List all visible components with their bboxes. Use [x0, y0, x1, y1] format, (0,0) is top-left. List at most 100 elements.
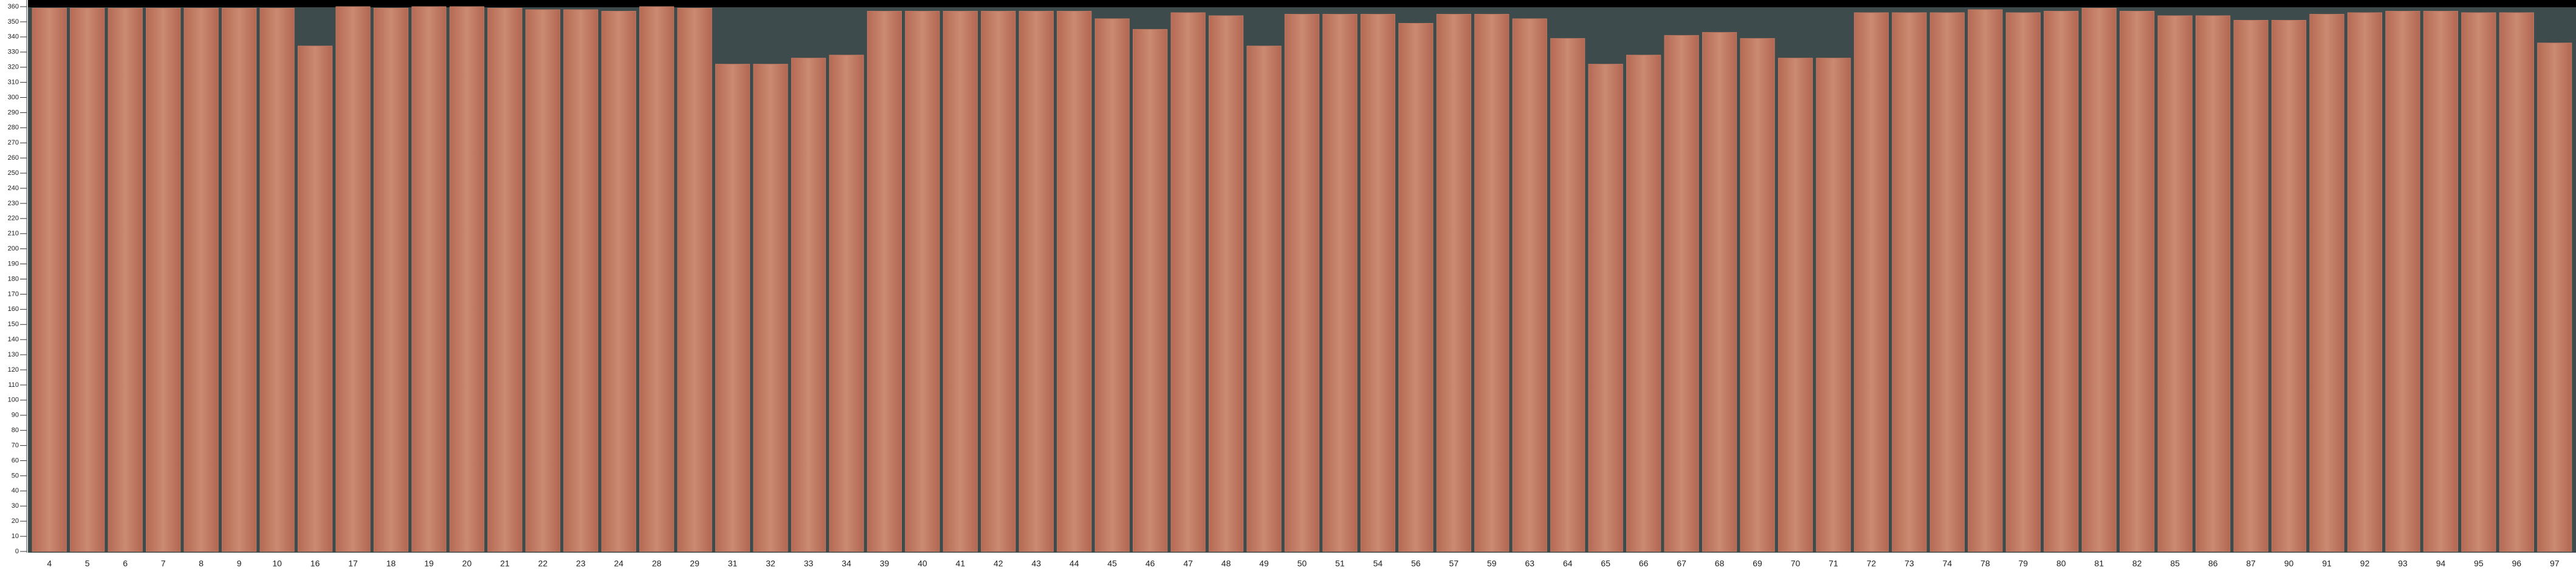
core-strip: [2537, 43, 2572, 552]
y-tick-label: 210: [8, 230, 19, 237]
x-tick-label: 90: [2284, 559, 2294, 568]
x-tick-label: 24: [614, 559, 623, 568]
x-tick-label: 71: [1829, 559, 1838, 568]
x-tick-label: 47: [1183, 559, 1193, 568]
core-strip: [1094, 18, 1130, 552]
core-strip: [1246, 46, 1282, 552]
x-tick-label: 74: [1943, 559, 1953, 568]
y-tick-label: 0: [15, 548, 19, 555]
y-tick-label: 40: [12, 487, 19, 494]
core-strip: [715, 64, 750, 552]
y-tick-label: 240: [8, 185, 19, 192]
x-tick-label: 56: [1411, 559, 1421, 568]
y-tick-label: 220: [8, 215, 19, 222]
x-tick-label: 21: [500, 559, 510, 568]
core-strip: [70, 7, 105, 552]
x-tick-label: 78: [1980, 559, 1990, 568]
core-strip: [2309, 13, 2344, 552]
y-tick-label: 170: [8, 290, 19, 298]
y-tick-label: 230: [8, 200, 19, 207]
core-strip: [1626, 55, 1661, 552]
core-strip: [2271, 19, 2307, 552]
core-strip: [2044, 10, 2079, 552]
core-strip: [1057, 10, 1092, 552]
x-tick-label: 31: [728, 559, 738, 568]
x-tick-label: 43: [1031, 559, 1041, 568]
core-strip: [1018, 10, 1054, 552]
x-tick-label: 85: [2170, 559, 2180, 568]
core-strip: [2233, 19, 2269, 552]
y-tick-label: 350: [8, 18, 19, 26]
core-strip: [601, 10, 636, 552]
core-strip: [867, 10, 902, 552]
y-tick-label: 250: [8, 169, 19, 177]
x-tick-label: 17: [348, 559, 358, 568]
x-tick-label: 93: [2398, 559, 2408, 568]
x-tick-label: 10: [272, 559, 282, 568]
core-strip: [146, 7, 181, 552]
x-tick-label: 65: [1601, 559, 1610, 568]
x-tick-label: 9: [237, 559, 242, 568]
y-tick-label: 260: [8, 154, 19, 162]
y-tick-label: 320: [8, 64, 19, 71]
core-strip: [2423, 10, 2458, 552]
core-strip: [1208, 15, 1244, 552]
y-tick-label: 200: [8, 245, 19, 253]
x-tick-label: 67: [1677, 559, 1686, 568]
core-strip: [2157, 15, 2193, 552]
core-strip: [2499, 12, 2534, 552]
x-tick-label: 50: [1297, 559, 1307, 568]
y-tick-label: 10: [12, 533, 19, 540]
x-tick-label: 42: [994, 559, 1003, 568]
y-tick-label: 160: [8, 305, 19, 313]
x-tick-label: 39: [880, 559, 890, 568]
x-tick-label: 49: [1259, 559, 1269, 568]
y-tick-label: 330: [8, 49, 19, 56]
y-tick-label: 60: [12, 457, 19, 464]
core-strip: [1892, 12, 1927, 552]
core-strip: [2385, 10, 2420, 552]
core-strip: [943, 10, 978, 552]
core-strip: [791, 58, 826, 552]
y-tick-label: 270: [8, 139, 19, 146]
x-tick-label: 32: [766, 559, 775, 568]
x-tick-label: 86: [2208, 559, 2218, 568]
core-strip: [1133, 29, 1168, 552]
y-tick-label: 290: [8, 109, 19, 116]
x-tick-label: 66: [1639, 559, 1649, 568]
core-strip: [2120, 10, 2155, 552]
x-tick-label: 59: [1487, 559, 1497, 568]
core-strip: [2195, 15, 2231, 552]
core-strip: [563, 9, 599, 552]
x-tick-label: 96: [2512, 559, 2522, 568]
y-tick-label: 340: [8, 33, 19, 41]
x-tick-label: 4: [47, 559, 52, 568]
core-strip: [1968, 9, 2003, 552]
core-strip: [1322, 13, 1358, 552]
core-strip: [829, 55, 864, 552]
y-tick-label: 30: [12, 502, 19, 510]
core-strip: [411, 6, 447, 552]
x-tick-label: 41: [956, 559, 966, 568]
core-strip: [753, 64, 788, 552]
x-tick-label: 6: [123, 559, 128, 568]
x-tick-label: 97: [2550, 559, 2560, 568]
core-strip: [1284, 13, 1320, 552]
x-tick-label: 40: [918, 559, 927, 568]
x-tick-label: 51: [1335, 559, 1345, 568]
x-tick-label: 81: [2094, 559, 2104, 568]
y-tick-label: 130: [8, 351, 19, 358]
x-tick-label: 68: [1715, 559, 1725, 568]
core-strip: [677, 7, 712, 552]
core-strip: [449, 6, 484, 552]
x-tick-label: 48: [1221, 559, 1231, 568]
x-tick-label: 91: [2322, 559, 2332, 568]
core-strip: [1550, 38, 1585, 552]
core-strip: [2081, 7, 2117, 552]
core-strip: [2347, 12, 2383, 552]
x-tick-label: 57: [1449, 559, 1459, 568]
y-tick-label: 50: [12, 472, 19, 479]
y-tick-label: 150: [8, 321, 19, 328]
x-tick-label: 23: [576, 559, 586, 568]
